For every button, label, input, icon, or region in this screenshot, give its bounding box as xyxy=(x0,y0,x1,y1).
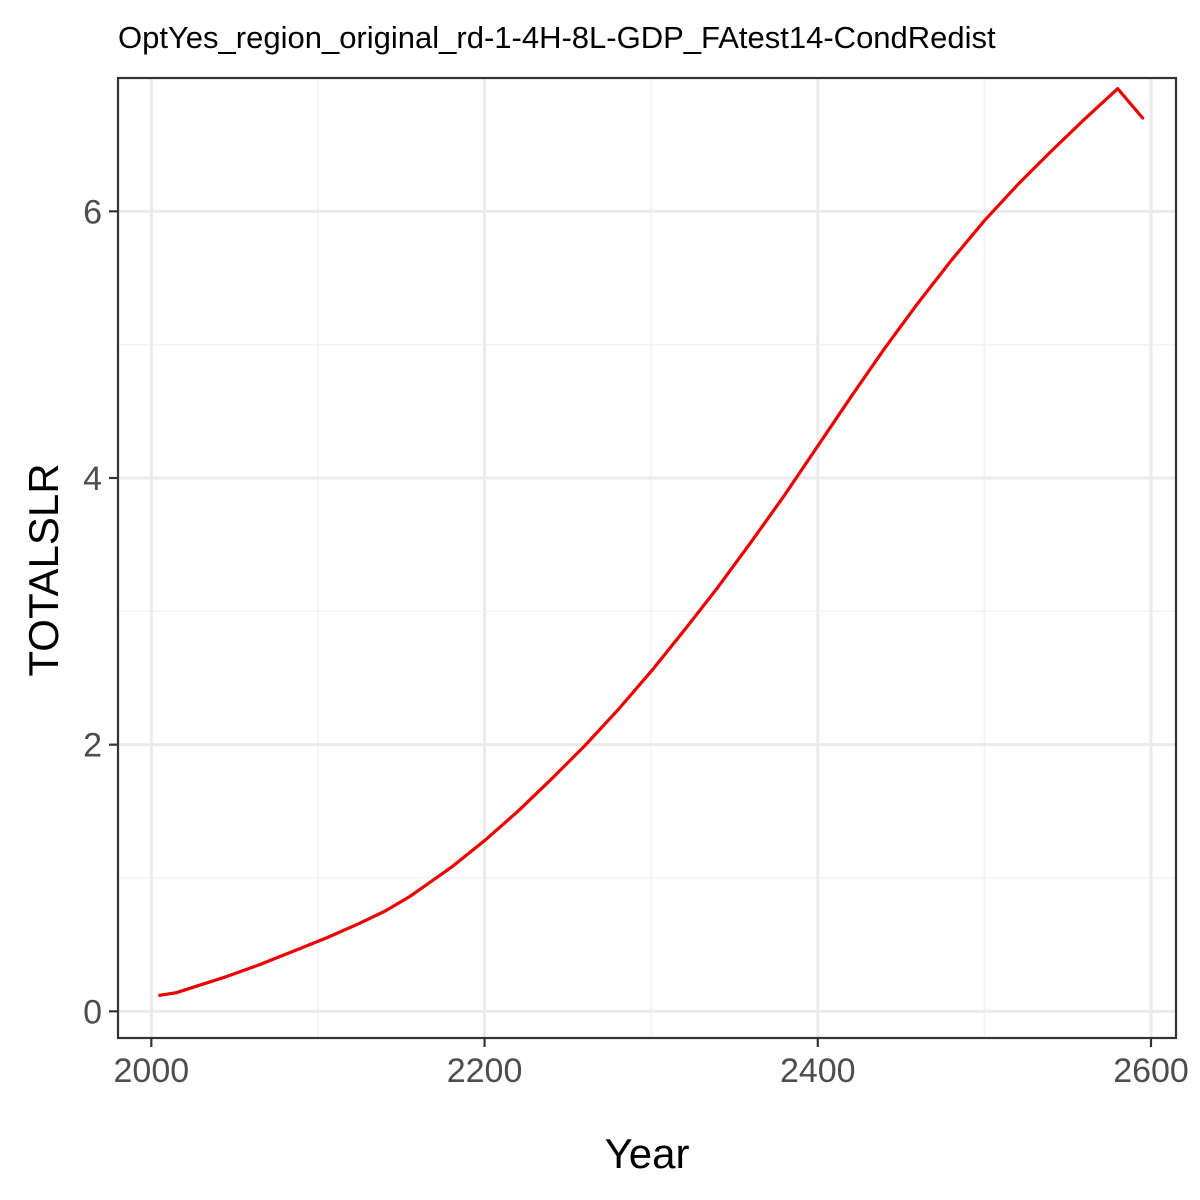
y-tick-label: 4 xyxy=(83,460,102,498)
series-line-0 xyxy=(158,87,1145,997)
major-gridlines xyxy=(118,78,1176,1038)
plot-panel xyxy=(118,78,1176,1038)
x-tick-label: 2000 xyxy=(114,1052,190,1090)
x-tick-label: 2600 xyxy=(1113,1052,1189,1090)
x-axis: 2000 2200 2400 2600 xyxy=(114,1038,1189,1090)
y-axis-title: TOTALSLR xyxy=(20,463,67,676)
y-tick-label: 2 xyxy=(83,727,102,765)
x-tick-label: 2400 xyxy=(780,1052,856,1090)
y-axis: 0 2 4 6 xyxy=(83,193,118,1031)
x-axis-title: Year xyxy=(605,1130,690,1177)
y-tick-label: 6 xyxy=(83,193,102,231)
series-layer xyxy=(158,87,1145,997)
minor-gridlines xyxy=(118,78,1176,1038)
x-tick-label: 2200 xyxy=(447,1052,523,1090)
chart-title: OptYes_region_original_rd-1-4H-8L-GDP_FA… xyxy=(118,20,996,55)
panel-border xyxy=(116,76,1178,1040)
y-tick-label: 0 xyxy=(83,993,102,1031)
